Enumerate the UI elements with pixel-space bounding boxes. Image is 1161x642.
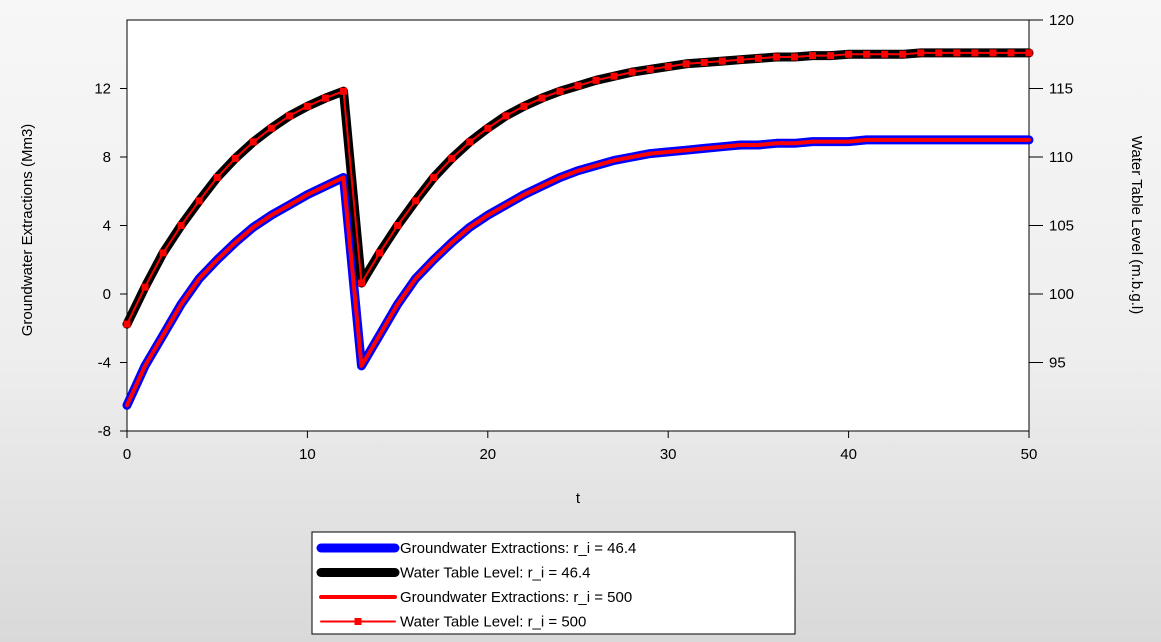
series-marker xyxy=(754,54,762,62)
series-marker xyxy=(484,124,492,132)
x-tick-label: 40 xyxy=(840,446,857,463)
series-marker xyxy=(195,197,203,205)
series-marker xyxy=(809,52,817,60)
series-marker xyxy=(881,50,889,58)
series-line-groundwater-extractions-r-i-500 xyxy=(125,137,1031,408)
x-tick-label: 50 xyxy=(1021,446,1038,463)
series-marker xyxy=(502,112,510,120)
series-marker xyxy=(935,49,943,57)
legend-label: Groundwater Extractions: r_i = 500 xyxy=(400,589,632,606)
legend-marker xyxy=(354,618,362,625)
y-left-tick-label: 0 xyxy=(103,286,111,303)
x-tick-label: 0 xyxy=(123,446,131,463)
series-marker xyxy=(430,174,438,182)
legend-label: Groundwater Extractions: r_i = 46.4 xyxy=(400,540,636,557)
series-marker xyxy=(863,50,871,58)
series-marker xyxy=(845,50,853,58)
series-marker xyxy=(772,53,780,61)
series-marker xyxy=(953,49,961,57)
series-marker xyxy=(123,320,131,328)
series-marker xyxy=(285,112,293,120)
series-marker xyxy=(556,87,564,95)
series-marker xyxy=(412,197,420,205)
series-marker xyxy=(646,65,654,73)
series-marker xyxy=(827,52,835,60)
x-tick-label: 20 xyxy=(479,446,496,463)
legend-label: Water Table Level: r_i = 500 xyxy=(400,614,586,631)
series-marker xyxy=(971,49,979,57)
series-marker xyxy=(394,222,402,229)
series-marker xyxy=(700,58,708,66)
y-right-tick-label: 100 xyxy=(1049,286,1074,303)
series-marker xyxy=(989,49,997,57)
series-marker xyxy=(376,249,384,257)
y-right-tick-label: 95 xyxy=(1049,355,1066,372)
series-marker xyxy=(448,154,456,162)
series-marker xyxy=(610,72,618,80)
x-axis-title: t xyxy=(576,490,581,507)
legend: Groundwater Extractions: r_i = 46.4 Water… xyxy=(311,531,796,635)
x-tick-label: 10 xyxy=(299,446,316,463)
series-marker xyxy=(899,50,907,58)
series-marker xyxy=(159,249,167,257)
series-marker xyxy=(718,57,726,65)
y-left-tick-label: -4 xyxy=(98,355,111,372)
series-marker xyxy=(574,82,582,90)
series-marker xyxy=(592,76,600,84)
y-right-tick-label: 110 xyxy=(1049,149,1073,166)
y-left-tick-label: 4 xyxy=(103,218,111,235)
series-marker xyxy=(321,94,329,102)
y-left-tick-label: 8 xyxy=(103,149,111,166)
y-axis-right-title: Water Table Level (m.b.g.l) xyxy=(1128,136,1145,314)
series-marker xyxy=(790,53,798,61)
y-left-tick-label: -8 xyxy=(98,423,111,440)
series-marker xyxy=(682,60,690,68)
series-marker xyxy=(339,87,347,95)
y-axis-left-title: Groundwater Extractions (Mm3) xyxy=(19,124,36,337)
series-marker xyxy=(141,283,149,291)
series-marker xyxy=(267,124,275,132)
y-right-tick-label: 120 xyxy=(1049,12,1074,29)
series-marker xyxy=(249,138,257,146)
legend-label: Water Table Level: r_i = 46.4 xyxy=(400,565,591,582)
series-marker xyxy=(520,102,528,110)
axes-layer: 0 10 20 30 40 50 -8 -4 0 4 8 12 95 100 105 110 115 120 xyxy=(94,12,1074,463)
x-tick-label: 30 xyxy=(660,446,677,463)
series-marker xyxy=(917,49,925,57)
series-marker xyxy=(358,279,366,287)
y-right-tick-label: 115 xyxy=(1049,81,1073,98)
series-marker xyxy=(1007,49,1015,57)
series-marker xyxy=(231,154,239,162)
series-layer xyxy=(122,48,1034,410)
series-marker xyxy=(628,68,636,76)
series-marker xyxy=(538,94,546,102)
series-marker xyxy=(177,222,185,229)
series-marker xyxy=(736,56,744,64)
series-marker xyxy=(303,102,311,110)
series-marker xyxy=(213,174,221,182)
series-marker xyxy=(466,138,474,146)
series-marker xyxy=(664,63,672,71)
series-marker xyxy=(1025,49,1033,57)
y-left-tick-label: 12 xyxy=(94,81,111,98)
y-right-tick-label: 105 xyxy=(1049,218,1074,235)
